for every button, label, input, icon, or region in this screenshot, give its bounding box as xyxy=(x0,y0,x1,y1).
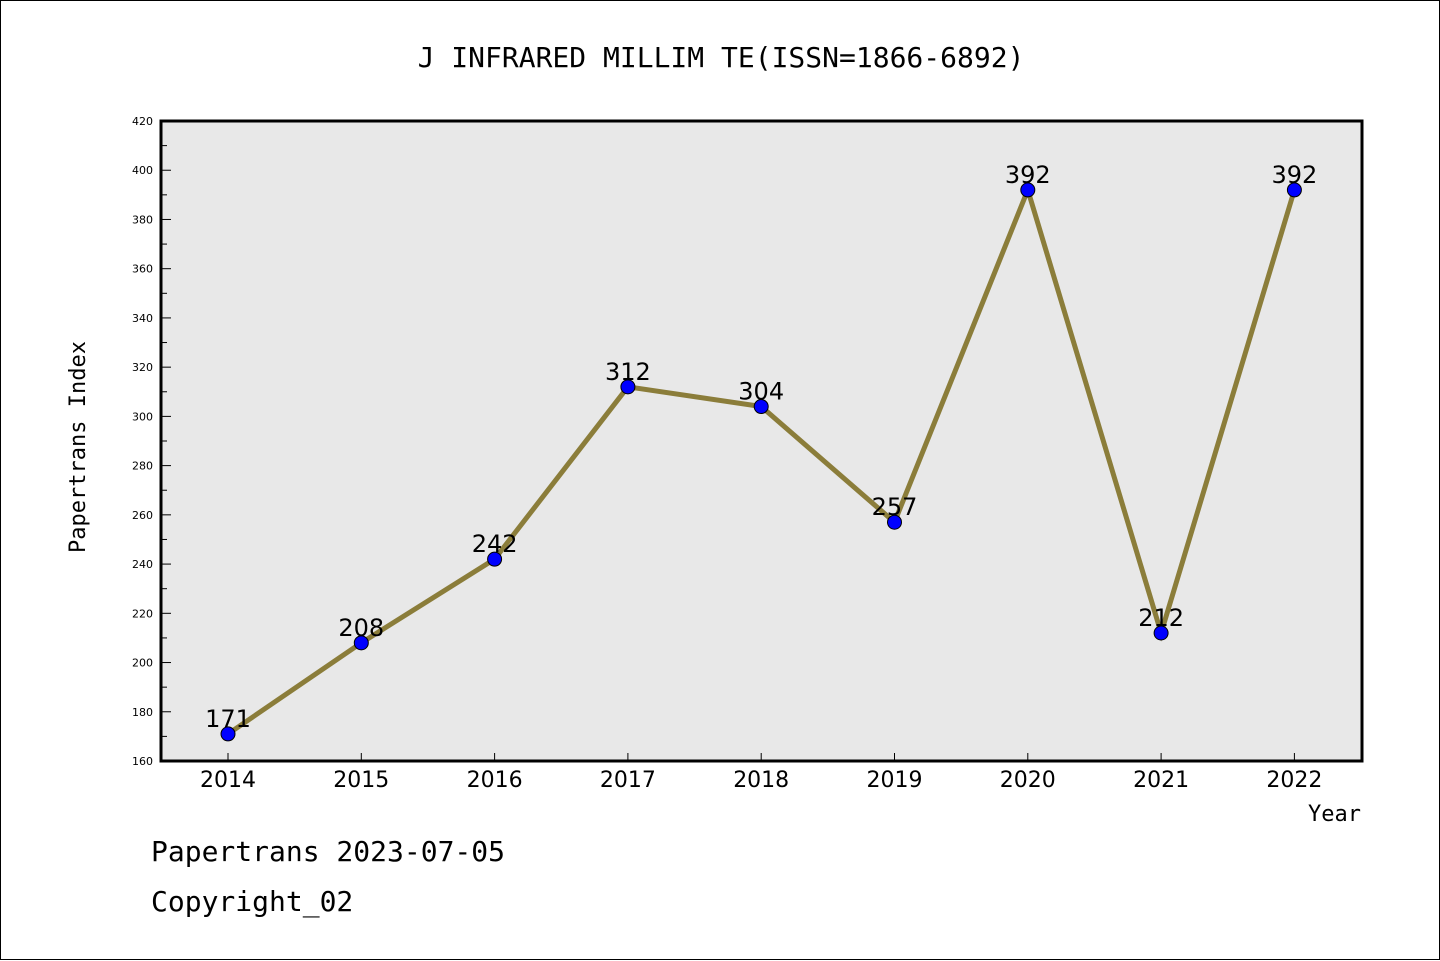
y-tick-label: 200 xyxy=(132,657,153,670)
data-label: 212 xyxy=(1138,604,1184,632)
x-tick-label: 2021 xyxy=(1133,768,1189,793)
x-tick-label: 2020 xyxy=(1000,768,1056,793)
y-tick-label: 340 xyxy=(132,312,153,325)
y-tick-label: 360 xyxy=(132,263,153,276)
x-axis: 2014 2015 2016 2017 2018 2019 2020 2021 2022 xyxy=(200,753,1322,793)
y-tick-label: 260 xyxy=(132,509,153,522)
y-axis-title: Papertrans Index xyxy=(66,341,91,553)
data-point xyxy=(1020,182,1036,198)
footer-date-text: Papertrans 2023-07-05 xyxy=(151,835,506,868)
y-tick-label: 280 xyxy=(132,460,153,473)
data-label: 312 xyxy=(605,358,651,386)
y-tick-label: 380 xyxy=(132,213,153,226)
plot-area xyxy=(159,119,1364,763)
data-label: 208 xyxy=(338,614,384,642)
x-tick-label: 2018 xyxy=(733,768,789,793)
chart-title: J INFRARED MILLIM TE(ISSN=1866-6892) xyxy=(418,41,1025,74)
y-tick-label: 400 xyxy=(132,164,153,177)
data-point xyxy=(353,635,369,651)
data-point xyxy=(887,514,902,530)
y-tick-label: 180 xyxy=(132,706,153,719)
data-point xyxy=(620,379,636,395)
y-tick-label: 160 xyxy=(132,755,153,768)
data-point xyxy=(1153,625,1169,641)
x-tick-label: 2014 xyxy=(200,768,256,793)
data-point xyxy=(753,399,769,415)
y-tick-label: 300 xyxy=(132,410,153,423)
data-point xyxy=(1286,182,1302,198)
data-label: 392 xyxy=(1271,161,1317,189)
x-tick-label: 2016 xyxy=(467,768,523,793)
data-label: 257 xyxy=(872,493,918,521)
x-tick-label: 2022 xyxy=(1266,768,1322,793)
y-tick-label: 220 xyxy=(132,607,153,620)
y-tick-label: 420 xyxy=(132,115,153,128)
data-label: 171 xyxy=(205,705,251,733)
x-tick-label: 2019 xyxy=(867,768,923,793)
data-point xyxy=(220,726,236,742)
data-label: 242 xyxy=(472,530,518,558)
y-axis: 160 180 200 220 240 260 280 300 320 340 360 380 400 4… xyxy=(132,115,171,768)
footer-copyright-text: Copyright_02 xyxy=(151,885,354,918)
x-tick-label: 2017 xyxy=(600,768,656,793)
y-tick-label: 240 xyxy=(132,558,153,571)
data-label: 392 xyxy=(1005,161,1051,189)
y-tick-label: 320 xyxy=(132,361,153,374)
data-label: 304 xyxy=(738,378,784,406)
series-layer: 171 208 242 312 304 257 392 212 392 xyxy=(205,161,1317,742)
x-axis-title: Year xyxy=(1308,802,1361,827)
data-point xyxy=(487,551,503,567)
x-tick-label: 2015 xyxy=(333,768,389,793)
